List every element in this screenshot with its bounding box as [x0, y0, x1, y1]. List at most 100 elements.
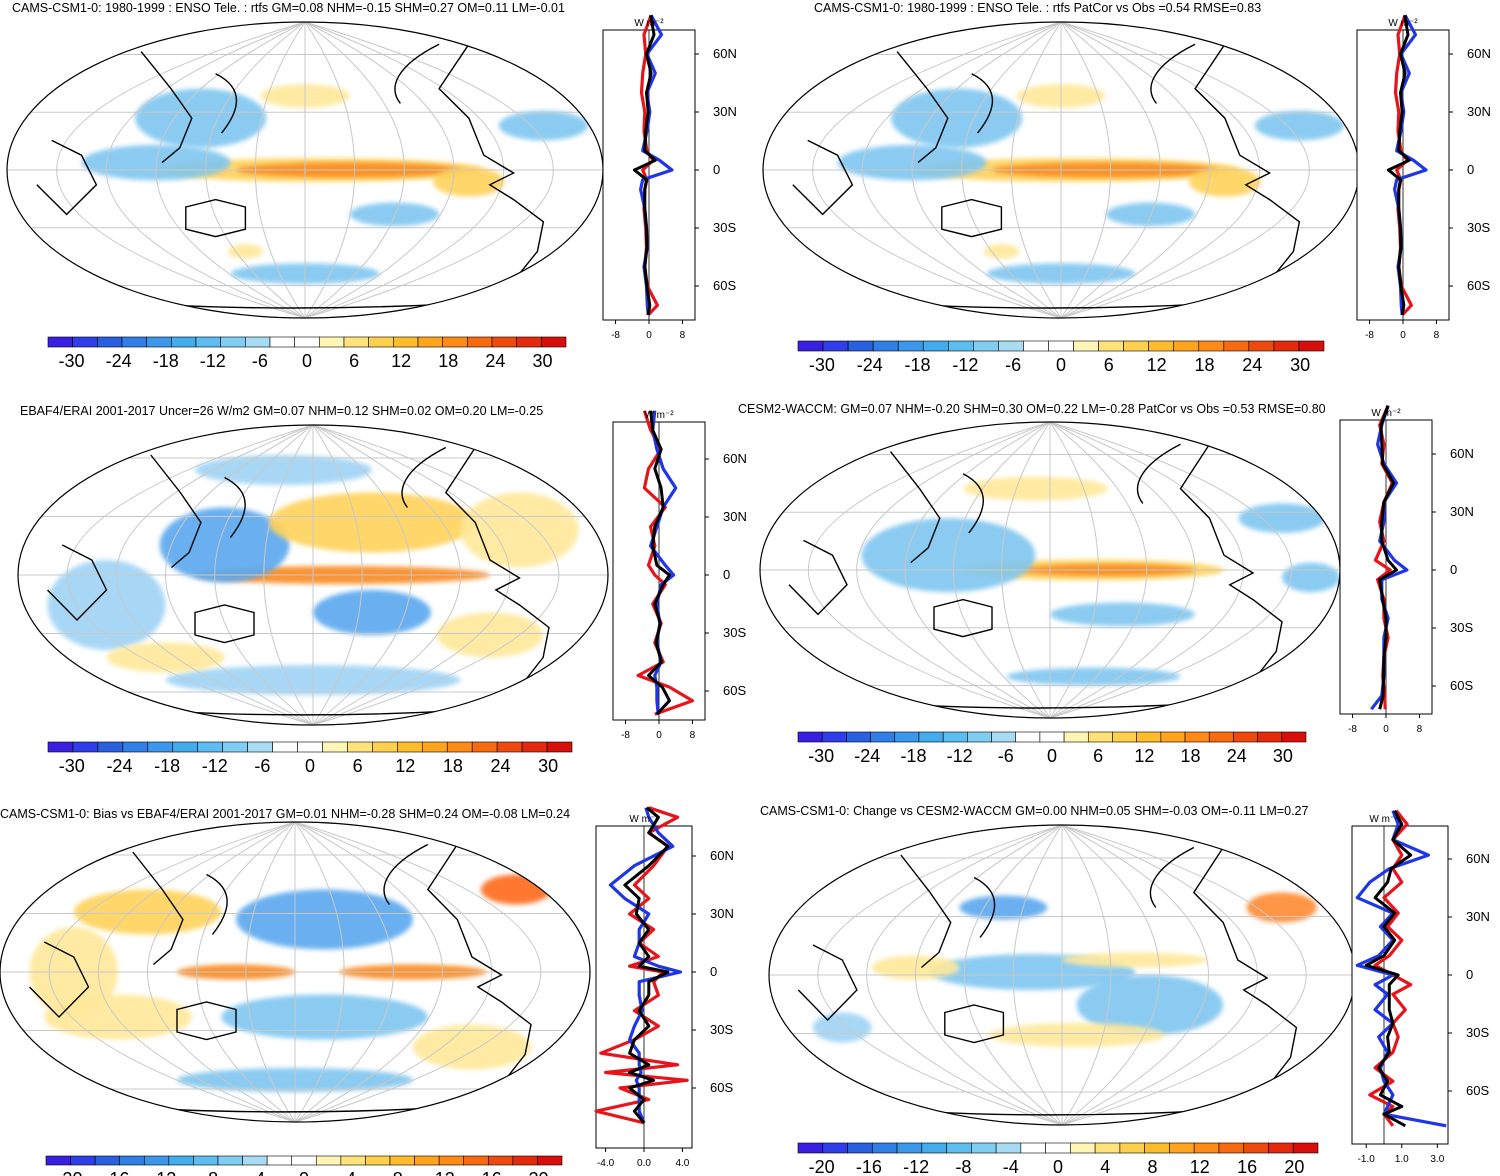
zonal-profile: 60N 30N 0 30S 60S -8 0 8 W m⁻²	[1356, 14, 1491, 341]
coastline	[383, 843, 429, 905]
colorbar-label: -12	[200, 351, 226, 371]
meridian-line	[1060, 22, 1310, 318]
meridian-line	[1061, 825, 1258, 1125]
field	[47, 455, 579, 695]
colorbar-cell	[97, 336, 123, 348]
colorbar-cell	[195, 336, 221, 348]
colorbar-label: -6	[998, 746, 1014, 766]
colorbar-cell	[393, 336, 419, 348]
anomaly-patch	[460, 492, 579, 568]
y-tick-label: 30S	[1466, 1025, 1489, 1040]
coastline	[206, 873, 228, 935]
colorbar-cell	[197, 741, 223, 753]
colorbar-cell	[521, 741, 548, 753]
colorbar-cell	[537, 1155, 563, 1166]
meridian-line	[97, 822, 296, 1122]
map	[17, 424, 609, 726]
colorbar-label: 12	[391, 351, 411, 371]
anomaly-patch	[498, 110, 589, 141]
colorbar-cell	[172, 741, 199, 753]
meridian-line	[861, 22, 1062, 318]
colorbar-cell	[918, 731, 944, 743]
meridian-line	[312, 425, 363, 725]
coastline	[150, 454, 202, 569]
colorbar-label: 20	[1284, 1157, 1304, 1176]
meridian-line	[196, 822, 296, 1122]
colorbar-cell	[45, 1155, 71, 1166]
anomaly-patch	[861, 518, 1036, 593]
colorbar-cell	[1020, 1142, 1046, 1154]
coastline	[36, 139, 98, 216]
colorbar-label: 16	[482, 1169, 502, 1176]
colorbar-cell	[171, 336, 197, 348]
coastline	[1150, 43, 1196, 104]
colorbar-cell	[516, 336, 542, 348]
x-tick-label: 8	[1434, 330, 1440, 341]
colorbar-label: -30	[59, 756, 85, 776]
y-tick-label: 30N	[710, 906, 734, 921]
colorbar-cell	[368, 336, 394, 348]
y-tick-label: 30S	[713, 220, 736, 235]
coastline	[394, 43, 440, 104]
colorbar-label: -16	[856, 1157, 882, 1176]
colorbar-cell	[1039, 731, 1065, 743]
zonal-profile: 60N 30N 0 30S 60S -4.0 0.0 4.0 W m⁻²	[594, 806, 734, 1169]
panel-title: CESM2-WACCM: GM=0.07 NHM=-0.20 SHM=0.30 …	[738, 402, 1326, 416]
colorbar-cell	[397, 741, 423, 753]
colorbar-cell	[319, 336, 345, 348]
colorbar-label: 6	[353, 756, 363, 776]
coastline	[194, 604, 255, 644]
colorbar-cell	[1218, 1142, 1245, 1154]
coastline	[140, 51, 193, 164]
colorbar-cell	[438, 1155, 465, 1166]
anomaly-patch	[413, 1024, 531, 1070]
coastline	[29, 941, 90, 1018]
panel-3: EBAF4/ERAI 2001-2017 Uncer=26 W/m2 GM=0.…	[17, 404, 747, 776]
y-tick-label: 60N	[710, 848, 734, 863]
colorbar-label: 24	[491, 756, 511, 776]
meridian-line	[245, 822, 296, 1122]
meridian-line	[294, 822, 345, 1122]
y-tick-label: 30S	[1450, 620, 1473, 635]
colorbar-label: 4	[1100, 1157, 1110, 1176]
profile-line-model	[636, 410, 695, 716]
colorbar-label: -24	[106, 351, 132, 371]
colorbar-label: 0	[302, 351, 312, 371]
meridian-line	[904, 422, 1051, 718]
anomaly-patch	[349, 202, 440, 227]
coastline	[962, 473, 984, 534]
colorbar-cell	[471, 741, 498, 753]
anomaly-patch	[1105, 202, 1196, 227]
colorbar-label: 18	[1181, 746, 1201, 766]
meridian-line	[304, 22, 455, 318]
colorbar-label: -12	[952, 355, 978, 375]
colorbar-cell	[247, 741, 273, 753]
colorbar-cell	[1268, 1142, 1294, 1154]
y-tick-label: 30N	[1466, 909, 1490, 924]
coastline	[215, 73, 238, 134]
profile-line-model-obs	[1364, 810, 1413, 1128]
meridian-line	[294, 822, 394, 1122]
colorbar-cell	[47, 336, 73, 348]
x-tick-label: 8	[680, 330, 686, 341]
colorbar-cell	[414, 1155, 440, 1166]
colorbar-label: 30	[1273, 746, 1293, 766]
anomaly-patch	[135, 88, 267, 148]
coastline	[973, 876, 996, 938]
coastline	[176, 1001, 237, 1041]
coastline	[889, 451, 941, 564]
meridian-line	[66, 425, 314, 725]
meridian-line	[115, 425, 314, 725]
colorbar-cell	[947, 340, 974, 352]
meridian-line	[312, 425, 560, 725]
meridian-line	[915, 825, 1063, 1125]
colorbar-cell	[822, 1142, 848, 1154]
colorbar-cell	[870, 731, 896, 743]
colorbar-cell	[70, 1155, 96, 1166]
colorbar-cell	[1169, 1142, 1195, 1154]
colorbar-cell	[1148, 340, 1175, 352]
coastline	[224, 476, 246, 538]
colorbar-label: -8	[202, 1169, 218, 1176]
y-tick-label: 30S	[710, 1022, 733, 1037]
map	[0, 821, 591, 1123]
